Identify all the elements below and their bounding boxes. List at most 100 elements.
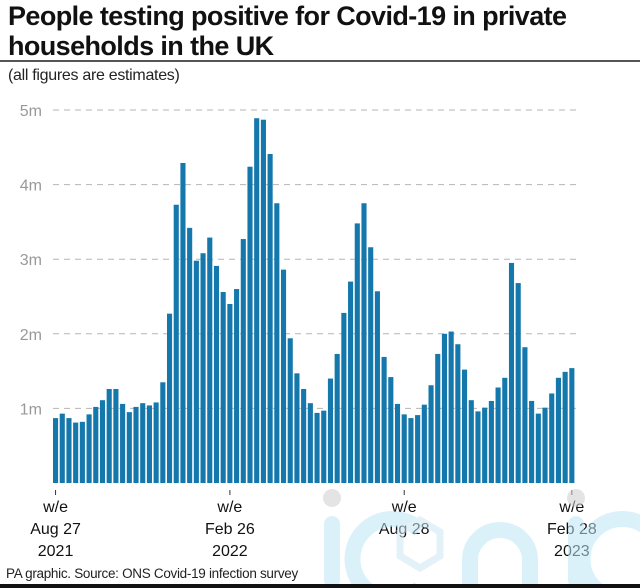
bar [361,203,367,483]
bar [120,403,126,483]
bar [294,373,300,483]
y-tick-label: 2m [20,327,42,344]
bar [542,407,548,483]
bar [455,344,461,483]
bar [468,400,474,483]
bar [354,223,360,483]
x-axis-ticks: w/e Aug 27 2021 w/e Feb 26 2022 w/e Aug 28 w/e Fe… [30,490,597,560]
bar [213,265,220,483]
bar [126,412,132,483]
x-tick-label: 2021 [38,543,74,560]
bar [254,118,260,484]
bar [153,402,159,483]
x-tick-label: 2022 [212,543,248,560]
bar [435,353,441,483]
bar [220,292,226,483]
bar [334,353,340,483]
bar [53,418,59,483]
footer-bar [0,584,640,588]
title-divider [0,60,640,62]
bar [441,333,448,483]
bar [180,162,186,483]
bar [314,412,320,483]
bar [401,414,407,483]
bar [113,389,119,483]
bar [555,377,561,483]
bar [488,400,494,483]
bar [394,403,401,483]
bar [274,203,280,483]
bar [535,413,541,483]
bar [200,253,206,483]
y-tick-label: 4m [20,178,42,195]
bar [529,400,535,483]
y-tick-label: 3m [20,252,42,269]
bar [562,371,568,483]
bar [475,411,481,483]
bar [140,403,146,483]
bar [240,239,246,483]
bar [408,418,414,483]
bar [495,387,501,483]
x-tick-label: w/e [558,499,584,516]
bar [106,389,112,483]
bar [193,260,199,483]
x-tick-label: Feb 28 [547,521,597,538]
bar [381,356,387,483]
bar [301,389,307,483]
bar [287,338,293,483]
chart-title: People testing positive for Covid-19 in … [8,1,567,61]
bar [482,407,488,483]
bar [247,166,253,483]
bar [267,154,273,483]
gridlines [53,109,576,409]
bar [207,237,213,483]
bar [421,404,427,483]
bar [86,414,92,483]
bar [160,382,166,483]
bar [260,119,266,483]
bar [146,405,152,483]
bar [374,291,380,483]
bar [502,377,508,483]
bar [307,403,313,483]
x-tick-label: 2023 [554,543,590,560]
bar [280,269,287,483]
bar [327,378,334,483]
bar [93,406,99,483]
source-note: PA graphic. Source: ONS Covid-19 infecti… [6,566,298,581]
bar [166,313,173,483]
bar [508,262,515,483]
bar [79,421,85,483]
bar [348,281,354,483]
x-tick-label: w/e [391,499,417,516]
bar [227,303,233,483]
bar [173,204,179,484]
chart-subtitle: (all figures are estimates) [8,67,180,84]
bar [522,347,528,483]
y-tick-label: 1m [20,401,42,418]
x-tick-label: Feb 26 [205,521,255,538]
bar [73,422,79,483]
bar [388,377,394,483]
bar [133,406,139,483]
bar [515,283,521,483]
bars [53,118,575,484]
bar [234,289,240,483]
bar [428,385,434,483]
bar [66,418,72,483]
bar [321,410,327,483]
x-tick-label: Aug 28 [379,521,430,538]
bar [368,247,374,483]
bar [99,400,106,483]
x-tick-label: w/e [42,499,68,516]
x-tick-label: Aug 27 [30,521,81,538]
bar [59,413,65,483]
bar [187,227,193,483]
bar [549,393,555,483]
bar [341,312,347,483]
bar [415,415,421,483]
bar [462,369,468,483]
x-tick-label: w/e [216,499,242,516]
